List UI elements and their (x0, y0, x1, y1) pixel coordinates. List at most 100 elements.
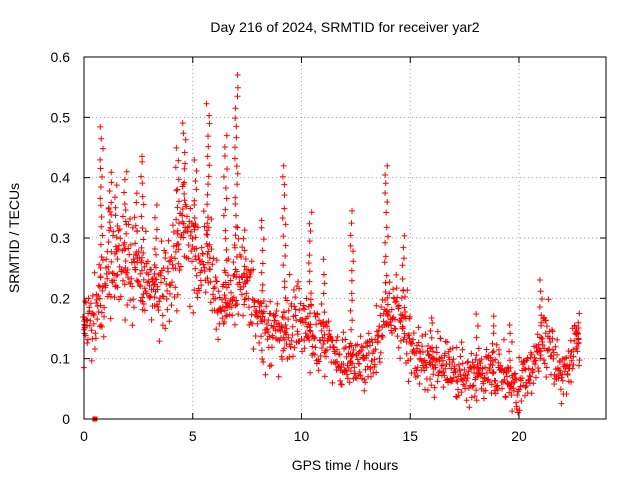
data-point (101, 313, 108, 320)
data-point (254, 320, 261, 327)
data-point (382, 172, 389, 179)
data-point (133, 250, 140, 257)
data-point (334, 333, 341, 340)
data-point (235, 235, 242, 242)
data-point (516, 354, 523, 361)
data-point (333, 337, 340, 344)
data-point (415, 324, 422, 331)
data-point (575, 330, 582, 337)
data-point (200, 208, 207, 215)
data-point (316, 358, 323, 365)
data-point (549, 346, 556, 353)
data-point (295, 278, 302, 285)
data-point (263, 320, 270, 327)
data-point (213, 257, 220, 264)
data-point (350, 248, 357, 255)
data-point (91, 269, 98, 276)
data-point (464, 375, 471, 382)
data-point (382, 279, 389, 286)
data-point (397, 337, 404, 344)
data-point (164, 306, 171, 313)
data-point (400, 336, 407, 343)
data-point (401, 304, 408, 311)
data-point (205, 133, 212, 140)
data-point (233, 123, 240, 130)
data-point (349, 297, 356, 304)
data-point (555, 366, 562, 373)
data-point (537, 288, 544, 295)
data-point (114, 223, 121, 230)
data-point (244, 277, 251, 284)
data-point (139, 180, 146, 187)
data-point (489, 340, 496, 347)
data-point (188, 247, 195, 254)
data-point (300, 302, 307, 309)
data-point (132, 222, 139, 229)
data-point (166, 290, 173, 297)
data-point (571, 337, 578, 344)
data-point (445, 379, 452, 386)
data-point (292, 312, 299, 319)
data-point (504, 373, 511, 380)
data-point (162, 250, 169, 257)
data-point (245, 295, 252, 302)
data-point (257, 300, 264, 307)
data-point (218, 296, 225, 303)
data-point (207, 299, 214, 306)
data-point (493, 341, 500, 348)
data-point (108, 211, 115, 218)
data-point (348, 267, 355, 274)
data-point (97, 241, 104, 248)
data-point (403, 350, 410, 357)
data-point (542, 330, 549, 337)
data-point (221, 307, 228, 314)
data-point (204, 153, 211, 160)
data-point (567, 352, 574, 359)
data-point (389, 330, 396, 337)
data-point (282, 294, 289, 301)
data-point (204, 251, 211, 258)
data-point (205, 248, 212, 255)
data-point (294, 331, 301, 338)
data-point (459, 346, 466, 353)
data-point (482, 387, 489, 394)
data-point (241, 296, 248, 303)
data-point (559, 377, 566, 384)
data-point (236, 279, 243, 286)
data-point (323, 347, 330, 354)
data-point (385, 313, 392, 320)
data-point (206, 162, 213, 169)
data-point (156, 298, 163, 305)
data-point (549, 328, 556, 335)
data-point (174, 227, 181, 234)
data-point (138, 267, 145, 274)
data-point (230, 294, 237, 301)
data-point (516, 386, 523, 393)
data-point (175, 246, 182, 253)
data-point (137, 283, 144, 290)
data-point (242, 256, 249, 263)
data-point (206, 120, 213, 127)
data-point (247, 271, 254, 278)
data-point (232, 212, 239, 219)
data-point (124, 274, 131, 281)
data-point (365, 330, 372, 337)
data-point (240, 312, 247, 319)
data-point (99, 257, 106, 264)
data-point (348, 360, 355, 367)
data-point (321, 373, 328, 380)
data-points (79, 72, 583, 422)
data-point (139, 193, 146, 200)
data-point (399, 312, 406, 319)
data-point (179, 205, 186, 212)
data-point (349, 207, 356, 214)
data-point (251, 299, 258, 306)
data-point (420, 358, 427, 365)
data-point (290, 353, 297, 360)
data-point (117, 293, 124, 300)
data-point (177, 263, 184, 270)
data-point (172, 284, 179, 291)
data-point (268, 344, 275, 351)
data-point (320, 271, 327, 278)
data-point (233, 163, 240, 170)
